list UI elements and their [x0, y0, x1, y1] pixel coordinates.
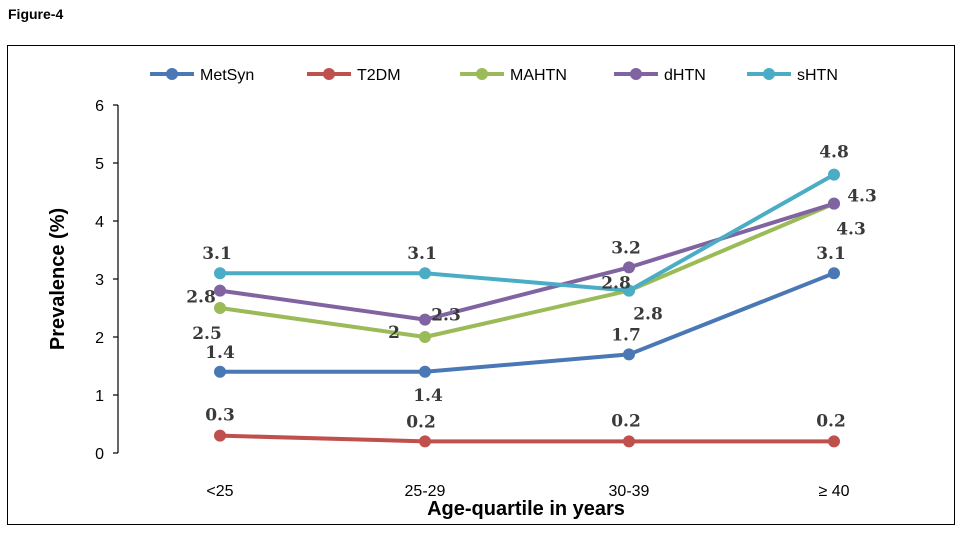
data-label-shtn: 3.1 — [407, 244, 437, 264]
data-point-t2dm — [828, 435, 840, 448]
data-label-metsyn: 1.7 — [611, 325, 641, 345]
legend-item-t2dm: T2DM — [307, 67, 401, 84]
legend-label: MetSyn — [200, 67, 254, 84]
legend-label: MAHTN — [510, 67, 567, 84]
data-label-shtn: 3.1 — [202, 244, 232, 264]
legend-label: sHTN — [797, 67, 838, 84]
legend-swatch-marker — [166, 68, 178, 80]
data-label-metsyn: 3.1 — [816, 244, 846, 264]
data-label-mahtn: 4.3 — [836, 220, 866, 240]
data-label-t2dm: 0.3 — [205, 406, 235, 426]
y-tick-label: 3 — [95, 272, 104, 289]
data-label-dhtn: 3.2 — [611, 238, 641, 258]
data-label-dhtn: 4.3 — [847, 187, 877, 207]
data-label-mahtn: 2 — [388, 323, 400, 343]
x-tick-label: <25 — [206, 483, 233, 500]
data-point-shtn — [214, 267, 226, 280]
x-tick-label: 30-39 — [609, 483, 650, 500]
y-tick-label: 4 — [95, 214, 104, 231]
data-point-t2dm — [623, 435, 635, 448]
data-label-mahtn: 2.8 — [633, 305, 663, 325]
data-label-shtn: 2.8 — [601, 274, 631, 294]
y-tick-label: 2 — [95, 330, 104, 347]
series-line-dhtn — [219, 201, 835, 322]
series-lines — [219, 172, 835, 444]
data-point-shtn — [419, 267, 431, 280]
x-axis-title: Age-quartile in years — [427, 498, 625, 520]
data-label-t2dm: 0.2 — [816, 411, 846, 431]
legend-swatch-marker — [476, 68, 488, 80]
legend-swatch-marker — [763, 68, 775, 80]
series-line-mahtn — [219, 201, 835, 339]
data-point-metsyn — [419, 365, 431, 378]
data-point-mahtn — [214, 302, 226, 314]
x-tick-label: 25-29 — [405, 483, 446, 500]
data-point-dhtn — [623, 261, 635, 274]
data-label-dhtn: 2.3 — [431, 306, 461, 326]
legend-label: dHTN — [664, 67, 706, 84]
data-labels: 1.4 1.4 1.7 3.1 0.3 0.2 0.2 0.2 2.5 2 2.8 4.3 2.8 2.3… — [186, 143, 877, 433]
data-point-metsyn — [623, 348, 635, 361]
legend-item-dhtn: dHTN — [614, 67, 706, 84]
y-tick-label: 0 — [95, 446, 104, 463]
y-axis-ticks: 0 1 2 3 4 5 6 — [95, 98, 118, 463]
data-point-t2dm — [419, 435, 431, 448]
data-label-metsyn: 1.4 — [205, 343, 235, 363]
data-point-dhtn — [214, 284, 226, 297]
data-label-t2dm: 0.2 — [611, 411, 641, 431]
figure-label: Figure-4 — [8, 6, 64, 22]
data-label-metsyn: 1.4 — [413, 386, 443, 406]
y-tick-label: 6 — [95, 98, 104, 115]
data-point-dhtn — [419, 313, 431, 326]
data-point-metsyn — [828, 267, 840, 280]
series-line-shtn — [220, 172, 835, 293]
data-point-mahtn — [419, 331, 431, 343]
legend-item-mahtn: MAHTN — [460, 67, 567, 84]
data-label-shtn: 4.8 — [819, 143, 849, 163]
data-point-shtn — [828, 168, 840, 181]
data-point-t2dm — [214, 429, 226, 442]
legend-label: T2DM — [357, 67, 401, 84]
legend-item-metsyn: MetSyn — [150, 67, 254, 84]
data-label-dhtn: 2.8 — [186, 288, 216, 308]
chart-frame — [7, 45, 955, 525]
series-points — [214, 168, 840, 448]
y-tick-label: 1 — [95, 388, 104, 405]
legend-swatch-marker — [630, 68, 642, 80]
x-axis-ticks: <25 25-29 30-39 ≥ 40 — [206, 483, 849, 500]
data-label-t2dm: 0.2 — [406, 412, 436, 432]
data-point-dhtn — [828, 197, 840, 210]
legend-swatch-marker — [323, 68, 335, 80]
series-line-t2dm — [219, 433, 834, 444]
series-line-metsyn — [220, 271, 835, 374]
data-label-mahtn: 2.5 — [192, 324, 222, 344]
y-axis-title: Prevalence (%) — [47, 208, 69, 350]
data-point-shtn — [623, 284, 635, 297]
x-tick-label: ≥ 40 — [818, 483, 849, 500]
y-tick-label: 5 — [95, 156, 104, 173]
legend: MetSyn T2DM MAHTN dHTN sHTN — [150, 67, 838, 84]
legend-item-shtn: sHTN — [747, 67, 838, 84]
data-point-metsyn — [214, 365, 226, 378]
